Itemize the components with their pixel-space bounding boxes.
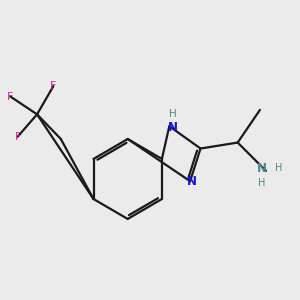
Text: N: N: [187, 175, 196, 188]
Text: F: F: [14, 132, 21, 142]
Text: N: N: [256, 162, 266, 175]
Text: H: H: [258, 178, 265, 188]
Text: F: F: [7, 92, 14, 101]
Text: N: N: [168, 121, 178, 134]
Text: F: F: [50, 81, 57, 91]
Text: H: H: [169, 109, 177, 119]
Text: H: H: [275, 164, 282, 173]
